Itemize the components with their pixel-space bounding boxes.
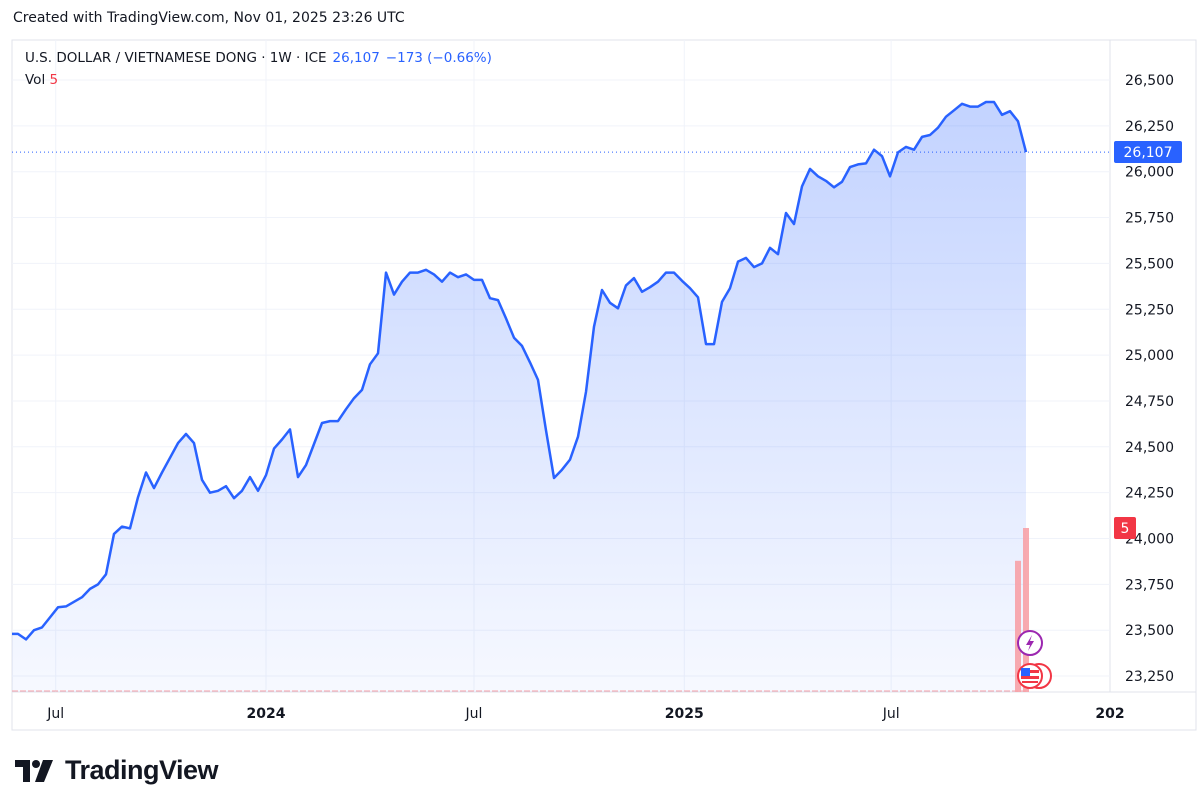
tradingview-wordmark: TradingView (65, 755, 219, 785)
price-tick-label: 24,500 (1125, 440, 1174, 456)
lightning-event-icon[interactable] (1017, 630, 1043, 656)
price-tick-label: 23,250 (1125, 669, 1174, 685)
price-axis[interactable]: 23,250 23,500 23,750 24,000 24,250 24,500 24,7… (1125, 73, 1174, 685)
last-price-badge (1114, 141, 1182, 163)
price-tick-label: 26,000 (1125, 165, 1174, 181)
change-value: −173 (−0.66%) (385, 50, 492, 66)
volume-badge-text: 5 (1121, 521, 1130, 537)
time-tick-label: 2025 (665, 706, 704, 722)
price-tick-label: 25,250 (1125, 302, 1174, 318)
tradingview-logo-icon (15, 759, 53, 782)
volume-bar[interactable] (1015, 560, 1021, 692)
price-tick-label: 26,250 (1125, 119, 1174, 135)
volume-value: 5 (49, 72, 59, 88)
volume-bar[interactable] (1023, 528, 1029, 692)
axis-badges: 26,107 5 (1114, 141, 1182, 539)
price-area-fill (12, 102, 1026, 692)
time-tick-label: Jul (46, 706, 64, 722)
price-tick-label: 25,500 (1125, 256, 1174, 272)
us-flag-event-icon[interactable] (1017, 663, 1052, 689)
last-price-badge-text: 26,107 (1124, 145, 1173, 161)
price-tick-label: 23,500 (1125, 623, 1174, 639)
time-tick-label: 2024 (247, 706, 286, 722)
volume-badge (1114, 517, 1136, 539)
chart-frame (11, 39, 1197, 731)
price-tick-label: 24,000 (1125, 532, 1174, 548)
price-tick-label: 24,750 (1125, 394, 1174, 410)
volume-label[interactable]: Vol (25, 72, 46, 88)
last-value: 26,107 (332, 50, 380, 66)
price-tick-label: 24,250 (1125, 486, 1174, 502)
symbol-title[interactable]: U.S. DOLLAR / VIETNAMESE DONG · 1W · ICE (25, 50, 327, 66)
created-with-caption: Created with TradingView.com, Nov 01, 20… (13, 10, 405, 26)
time-tick-label: Jul (882, 706, 900, 722)
price-tick-label: 26,500 (1125, 73, 1174, 89)
time-tick-label: 202 (1095, 706, 1124, 722)
time-tick-label: Jul (465, 706, 483, 722)
price-line[interactable] (11, 100, 1028, 641)
price-tick-label: 25,000 (1125, 348, 1174, 364)
chart-legend: U.S. DOLLAR / VIETNAMESE DONG · 1W · ICE… (25, 47, 492, 91)
series-layer (11, 100, 1110, 692)
price-tick-label: 25,750 (1125, 211, 1174, 227)
tradingview-logo[interactable]: TradingView (15, 755, 219, 786)
price-tick-label: 23,750 (1125, 577, 1174, 593)
time-axis[interactable]: Jul 2024 Jul 2025 Jul 202 (46, 706, 1124, 722)
